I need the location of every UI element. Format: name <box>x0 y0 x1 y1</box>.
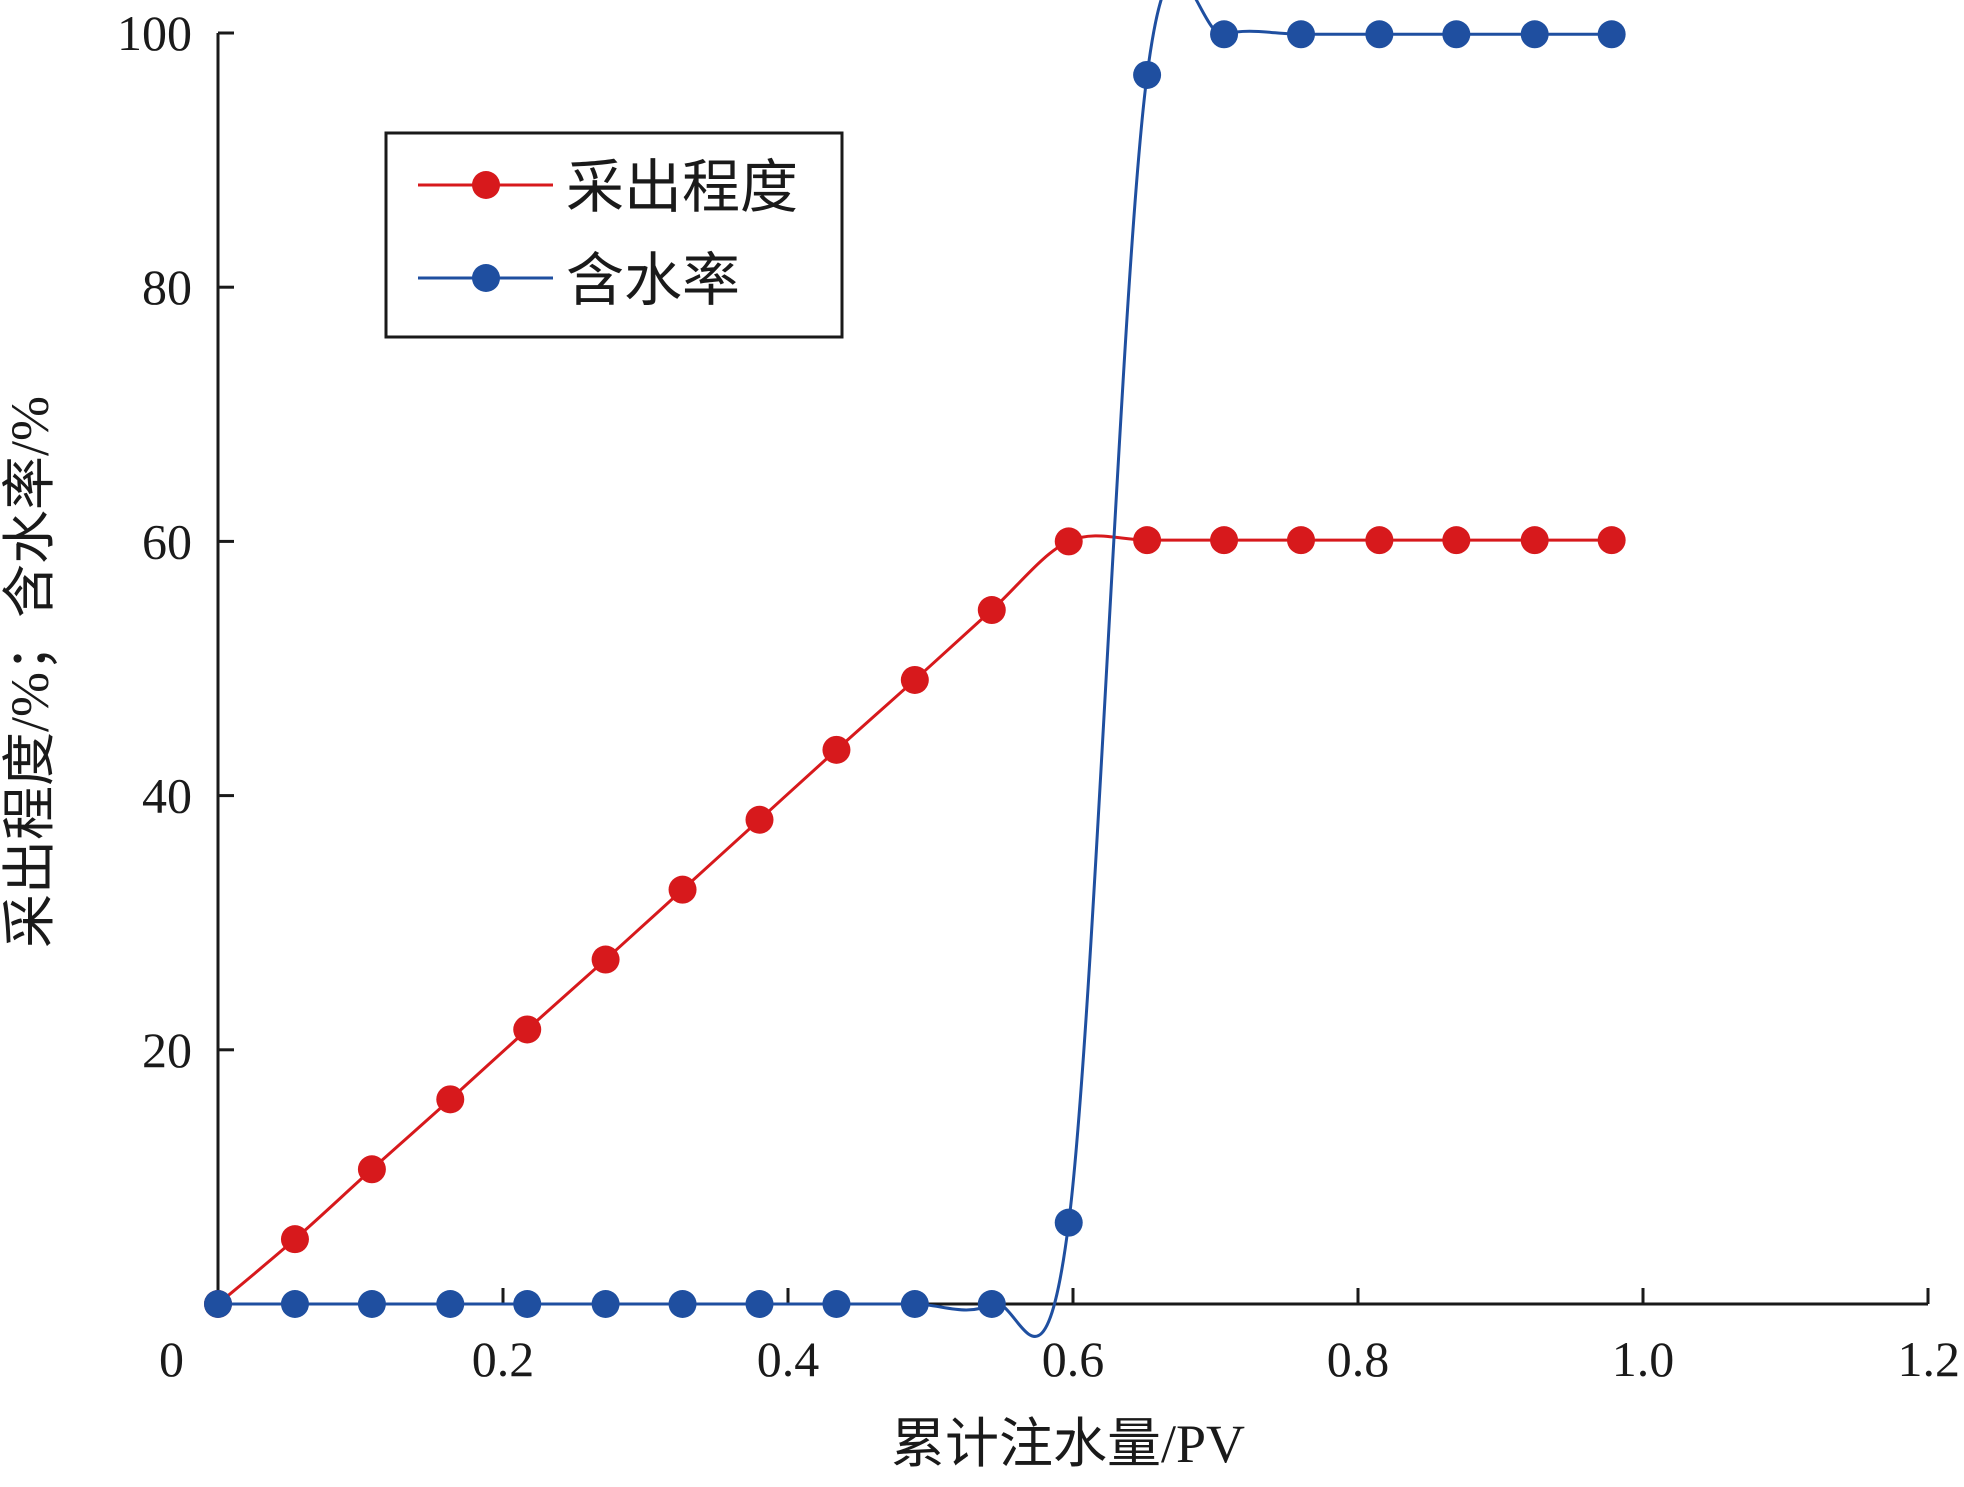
legend-label-0: 采出程度 <box>566 155 798 220</box>
data-point <box>1133 60 1162 89</box>
legend-box <box>384 131 844 339</box>
legend-item-0: 采出程度 <box>418 155 798 220</box>
data-point <box>668 1290 697 1318</box>
data-point <box>280 1225 309 1254</box>
series-0 <box>204 526 1626 1318</box>
data-point <box>357 1155 386 1184</box>
data-point <box>1287 526 1315 555</box>
data-point <box>745 1290 774 1318</box>
data-point <box>1054 527 1083 556</box>
data-point <box>513 1290 542 1318</box>
x-tick-label: 0.4 <box>757 1331 820 1387</box>
legend-item-1: 含水率 <box>418 248 740 313</box>
x-tick-label: 1.0 <box>1612 1331 1675 1387</box>
legend-marker-0 <box>472 171 500 199</box>
data-point <box>1054 1208 1083 1237</box>
legend-label-1: 含水率 <box>566 248 740 313</box>
y-tick-label: 100 <box>117 5 192 61</box>
x-tick-label: 1.2 <box>1898 1331 1961 1387</box>
data-point <box>1442 20 1471 49</box>
data-point <box>436 1290 465 1318</box>
x-tick-label: 0.2 <box>472 1331 535 1387</box>
y-tick-label: 20 <box>142 1022 192 1078</box>
data-point <box>1365 20 1394 49</box>
y-tick-label: 80 <box>142 259 192 315</box>
data-point <box>204 1290 232 1318</box>
data-point <box>745 805 774 834</box>
x-tick-label: 0.8 <box>1327 1331 1390 1387</box>
x-axis-title: 累计注水量/PV <box>891 1414 1245 1474</box>
data-point <box>977 1290 1006 1318</box>
data-point <box>900 665 929 694</box>
y-tick-label: 60 <box>142 513 192 569</box>
x-tick-label: 0 <box>159 1331 184 1387</box>
data-point <box>1442 526 1471 555</box>
data-point <box>822 735 851 764</box>
x-ticks: 0 0.2 0.4 0.6 0.8 1.0 1.2 <box>159 1288 1960 1387</box>
series-1 <box>204 0 1626 1338</box>
series-line <box>217 534 1612 1306</box>
data-point <box>1210 526 1239 555</box>
data-point <box>1210 20 1239 49</box>
data-point <box>1597 526 1626 555</box>
data-point <box>1365 526 1394 555</box>
data-point <box>1133 526 1162 555</box>
data-point <box>900 1290 929 1318</box>
axes: 20 40 60 80 100 0 0.2 0.4 0.6 0.8 1.0 1.2 <box>117 5 1960 1387</box>
series-group <box>204 0 1626 1338</box>
data-point <box>591 1290 620 1318</box>
data-point <box>280 1290 309 1318</box>
data-point <box>591 945 620 974</box>
y-axis-title: 采出程度/%；含水率/% <box>0 396 60 948</box>
data-point <box>668 875 697 904</box>
data-point <box>1287 20 1315 49</box>
data-point <box>1520 526 1549 555</box>
y-ticks: 20 40 60 80 100 <box>117 5 234 1078</box>
data-point <box>977 596 1006 625</box>
series-line <box>218 0 1612 1338</box>
data-point <box>822 1290 851 1318</box>
legend: 采出程度 含水率 <box>384 131 844 339</box>
data-point <box>1597 20 1626 49</box>
data-point <box>357 1290 386 1318</box>
data-point <box>1520 20 1549 49</box>
data-point <box>436 1085 465 1114</box>
x-tick-label: 0.6 <box>1042 1331 1105 1387</box>
y-tick-label: 40 <box>142 768 192 824</box>
data-point <box>513 1015 542 1044</box>
legend-marker-1 <box>472 264 500 292</box>
